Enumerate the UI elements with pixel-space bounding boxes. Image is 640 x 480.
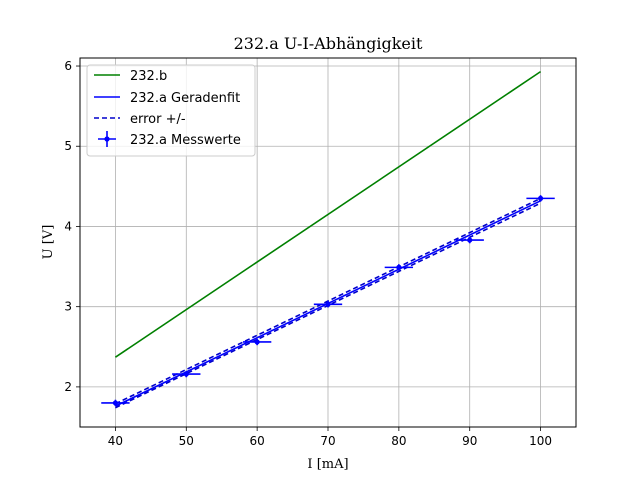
x-axis-label: I [mA] bbox=[307, 457, 348, 472]
y-tick-label: 4 bbox=[64, 219, 72, 233]
y-tick-label: 3 bbox=[64, 300, 72, 314]
data-point bbox=[254, 339, 260, 345]
y-tick-label: 2 bbox=[64, 380, 72, 394]
data-point bbox=[467, 237, 473, 243]
ticks: 40 50 60 70 80 90 100 2 3 4 5 6 bbox=[64, 59, 552, 448]
x-tick-label: 90 bbox=[462, 434, 477, 448]
y-tick-label: 5 bbox=[64, 139, 72, 153]
chart-title: 232.a U-I-Abhängigkeit bbox=[234, 34, 423, 53]
legend-label-error: error +/- bbox=[130, 112, 186, 127]
data-point bbox=[537, 195, 544, 201]
x-tick-label: 100 bbox=[529, 434, 552, 448]
legend-box bbox=[86, 64, 256, 157]
legend: 232.b 232.a Geradenfit error +/- 232.a M… bbox=[86, 64, 256, 157]
series-layer bbox=[101, 70, 555, 409]
y-tick-label: 6 bbox=[64, 59, 72, 73]
x-tick-label: 60 bbox=[250, 434, 265, 448]
legend-label-232b: 232.b bbox=[130, 69, 167, 84]
legend-label-messwerte: 232.a Messwerte bbox=[130, 133, 241, 148]
legend-swatch-messwerte bbox=[98, 131, 116, 147]
legend-label-geradenfit: 232.a Geradenfit bbox=[130, 91, 240, 106]
y-axis-label: U [V] bbox=[41, 225, 56, 260]
data-point bbox=[396, 264, 402, 270]
x-tick-label: 70 bbox=[320, 434, 335, 448]
x-tick-label: 80 bbox=[391, 434, 406, 448]
x-tick-label: 40 bbox=[108, 434, 123, 448]
series-line-232-b bbox=[114, 70, 542, 358]
data-point bbox=[325, 301, 331, 307]
data-point bbox=[183, 371, 189, 377]
data-point bbox=[112, 400, 119, 406]
x-tick-label: 50 bbox=[179, 434, 194, 448]
